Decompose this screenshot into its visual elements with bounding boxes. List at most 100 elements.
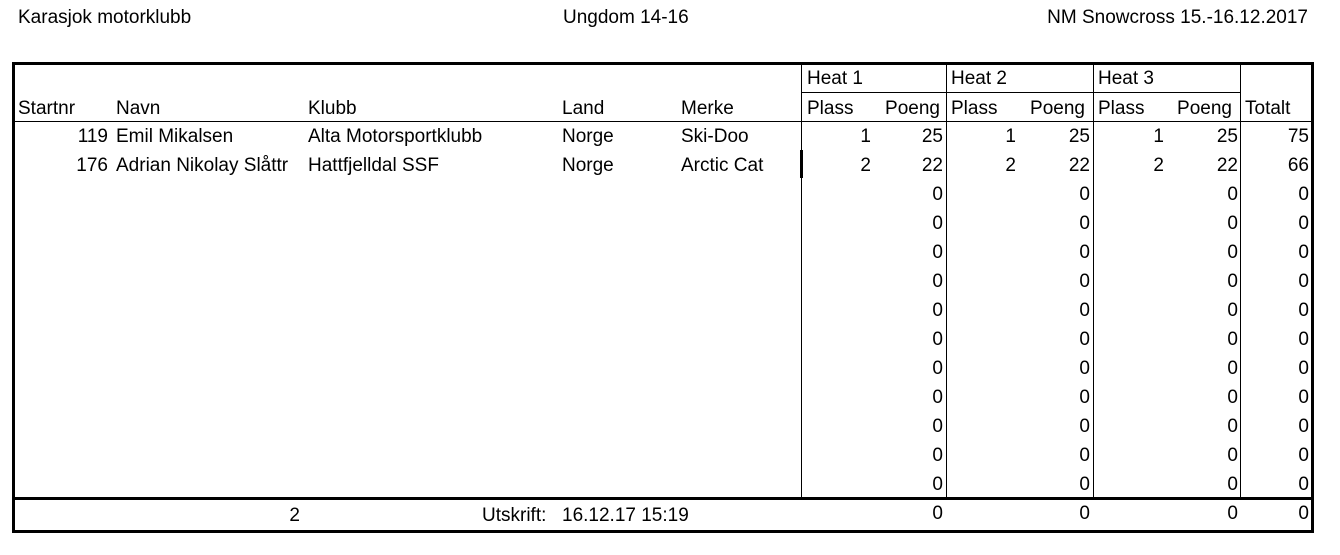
startnr-header: Startnr (18, 98, 76, 119)
row-totalt: 0 (1298, 445, 1309, 466)
heat3-divider (1093, 65, 1094, 497)
row-merke: Arctic Cat (681, 155, 764, 176)
heat2-poeng-header: Poeng (1030, 98, 1085, 119)
row-h1-plass: 1 (860, 126, 871, 147)
row-h3-plass: 1 (1153, 126, 1164, 147)
heat-group-rule (802, 92, 1240, 93)
row-h3-poeng: 0 (1227, 184, 1238, 205)
row-totalt: 0 (1298, 184, 1309, 205)
row-h3-poeng: 25 (1216, 126, 1238, 147)
row-h2-poeng: 0 (1079, 213, 1090, 234)
row-h2-poeng: 0 (1079, 184, 1090, 205)
row-totalt: 0 (1298, 300, 1309, 321)
merke-header: Merke (681, 98, 734, 119)
klubb-header: Klubb (308, 98, 357, 119)
row-klubb: Alta Motorsportklubb (308, 126, 483, 147)
row-totalt: 0 (1298, 213, 1309, 234)
body-bottom-rule (12, 497, 1314, 500)
row-h3-poeng: 0 (1227, 329, 1238, 350)
row-h2-plass: 1 (1005, 126, 1016, 147)
row-h2-poeng: 0 (1079, 329, 1090, 350)
row-h1-poeng: 0 (932, 445, 943, 466)
row-h1-poeng: 0 (932, 300, 943, 321)
heat1-divider (801, 65, 802, 497)
row-h1-poeng: 0 (932, 271, 943, 292)
heat2-plass-header: Plass (951, 98, 998, 119)
row-h2-poeng: 25 (1068, 126, 1090, 147)
row-navn: Adrian Nikolay Slåttr (116, 155, 289, 176)
land-header: Land (562, 98, 605, 119)
row-h3-poeng: 0 (1227, 271, 1238, 292)
row-totalt: 66 (1287, 155, 1309, 176)
row-totalt: 75 (1287, 126, 1309, 147)
row-h1-poeng: 0 (932, 474, 943, 495)
table-left-border (12, 62, 15, 533)
class-name: Ungdom 14-16 (563, 7, 689, 28)
row-h3-poeng: 0 (1227, 300, 1238, 321)
heat3-plass-header: Plass (1098, 98, 1145, 119)
row-startnr: 119 (77, 126, 108, 147)
row-h3-poeng: 0 (1227, 445, 1238, 466)
header-bottom-rule (12, 121, 1314, 122)
row-h1-plass: 2 (860, 155, 871, 176)
row-h2-poeng: 0 (1079, 445, 1090, 466)
printed-value: 16.12.17 15:19 (562, 505, 689, 526)
row-h1-poeng: 0 (932, 329, 943, 350)
row-h3-poeng: 0 (1227, 213, 1238, 234)
heat3-poeng-header: Poeng (1177, 98, 1232, 119)
row-totalt: 0 (1298, 416, 1309, 437)
printed-label: Utskrift: (482, 505, 547, 526)
row-h1-poeng: 0 (932, 416, 943, 437)
row-h2-poeng: 0 (1079, 474, 1090, 495)
row-h3-poeng: 0 (1227, 242, 1238, 263)
heat1-poeng-header: Poeng (885, 98, 940, 119)
row-h2-poeng: 0 (1079, 271, 1090, 292)
heat2-header: Heat 2 (951, 68, 1007, 89)
heat1-header: Heat 1 (807, 68, 863, 89)
row-h3-poeng: 0 (1227, 416, 1238, 437)
row-h3-poeng: 0 (1227, 503, 1238, 524)
event-name: NM Snowcross 15.-16.12.2017 (1047, 7, 1308, 28)
row-h2-plass: 2 (1005, 155, 1016, 176)
row-h1-poeng: 22 (921, 155, 943, 176)
row-h3-poeng: 22 (1216, 155, 1238, 176)
row-totalt: 0 (1298, 358, 1309, 379)
row-totalt: 0 (1298, 387, 1309, 408)
row-h1-poeng: 0 (932, 213, 943, 234)
totalt-header: Totalt (1245, 98, 1291, 119)
row-h2-poeng: 0 (1079, 242, 1090, 263)
row-h2-poeng: 0 (1079, 358, 1090, 379)
row-h1-poeng: 0 (932, 387, 943, 408)
row-h3-poeng: 0 (1227, 387, 1238, 408)
row-h1-poeng: 0 (932, 358, 943, 379)
club-name: Karasjok motorklubb (18, 7, 192, 28)
table-bottom-border (12, 530, 1314, 533)
results-table: Heat 1 Heat 2 Heat 3 Startnr Navn Klubb Land Me… (12, 62, 1314, 533)
heat3-header: Heat 3 (1098, 68, 1154, 89)
heat2-divider (946, 65, 947, 497)
table-right-border (1311, 62, 1314, 533)
row-h1-poeng: 0 (932, 503, 943, 524)
row-h1-poeng: 25 (921, 126, 943, 147)
row-h2-poeng: 22 (1068, 155, 1090, 176)
row-totalt: 0 (1298, 271, 1309, 292)
row-h3-poeng: 0 (1227, 358, 1238, 379)
row-h3-poeng: 0 (1227, 474, 1238, 495)
row-land: Norge (562, 155, 614, 176)
row-klubb: Hattfjelldal SSF (308, 155, 439, 176)
total-divider (1240, 65, 1241, 497)
row-navn: Emil Mikalsen (116, 126, 234, 147)
row-totalt: 0 (1298, 329, 1309, 350)
page-number: 2 (289, 505, 300, 526)
heat1-plass-header: Plass (807, 98, 854, 119)
row-marker (800, 150, 803, 178)
row-totalt: 0 (1298, 503, 1309, 524)
row-h2-poeng: 0 (1079, 387, 1090, 408)
table-top-border (12, 62, 1314, 65)
row-h2-poeng: 0 (1079, 300, 1090, 321)
row-h3-plass: 2 (1153, 155, 1164, 176)
row-totalt: 0 (1298, 474, 1309, 495)
row-merke: Ski-Doo (681, 126, 749, 147)
row-totalt: 0 (1298, 242, 1309, 263)
row-h2-poeng: 0 (1079, 503, 1090, 524)
